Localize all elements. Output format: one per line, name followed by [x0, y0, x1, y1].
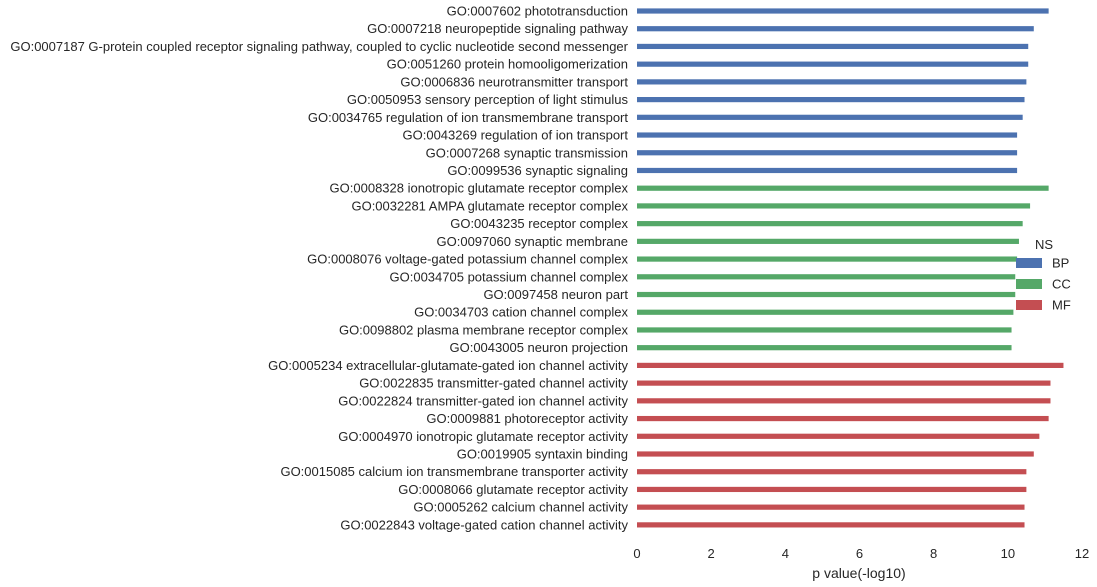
legend-label-bp: BP [1052, 256, 1069, 271]
category-label: GO:0051260 protein homooligomerization [387, 57, 628, 72]
legend: NS BP CC MF [1016, 237, 1071, 313]
category-label: GO:0097458 neuron part [483, 287, 628, 302]
bar-go-0022835 [637, 380, 1051, 386]
category-label: GO:0022824 transmitter-gated ion channel… [338, 393, 628, 408]
category-label: GO:0043269 regulation of ion transport [403, 128, 629, 143]
bar-go-0099536 [637, 167, 1018, 174]
category-label: GO:0005262 calcium channel activity [413, 500, 628, 515]
category-label: GO:0097060 synaptic membrane [437, 234, 629, 249]
category-label: GO:0007268 synaptic transmission [426, 145, 628, 160]
x-tick-label: 4 [782, 546, 789, 561]
category-label: GO:0022843 voltage-gated cation channel … [340, 517, 628, 532]
bar-go-0097458 [637, 291, 1016, 298]
legend-swatch-mf [1016, 300, 1042, 310]
category-label: GO:0008066 glutamate receptor activity [398, 482, 628, 497]
category-label: GO:0019905 syntaxin binding [457, 447, 628, 462]
legend-swatch-cc [1016, 279, 1042, 289]
bar-go-0007602 [637, 8, 1049, 14]
category-label: GO:0034703 cation channel complex [414, 305, 628, 320]
legend-swatch-bp [1016, 258, 1042, 268]
category-label: GO:0007187 G-protein coupled receptor si… [10, 39, 628, 54]
bar-go-0051260 [637, 61, 1029, 67]
bar-go-0034703 [637, 309, 1014, 315]
bar-go-0019905 [637, 451, 1034, 457]
category-label: GO:0050953 sensory perception of light s… [347, 92, 629, 107]
bar-go-0097060 [637, 238, 1019, 244]
bar-go-0008076 [637, 256, 1018, 262]
category-label: GO:0007602 phototransduction [447, 4, 628, 19]
x-tick-label: 0 [633, 546, 640, 561]
category-label: GO:0034705 potassium channel complex [390, 269, 629, 284]
category-label: GO:0099536 synaptic signaling [447, 163, 628, 178]
bar-go-0050953 [637, 97, 1025, 103]
bar-go-0009881 [637, 415, 1049, 422]
category-label: GO:0015085 calcium ion transmembrane tra… [280, 464, 628, 479]
category-label: GO:0043005 neuron projection [449, 340, 628, 355]
x-tick-label: 10 [1001, 546, 1015, 561]
x-tick-label: 8 [930, 546, 937, 561]
bar-go-0032281 [637, 203, 1031, 209]
x-axis-title: p value(-log10) [812, 565, 905, 581]
bar-go-0043005 [637, 345, 1012, 351]
legend-title: NS [1035, 237, 1053, 252]
bar-go-0004970 [637, 433, 1040, 439]
category-label: GO:0098802 plasma membrane receptor comp… [339, 322, 629, 337]
bar-go-0043235 [637, 221, 1023, 227]
category-label: GO:0034765 regulation of ion transmembra… [308, 110, 629, 125]
bar-go-0005262 [637, 504, 1025, 510]
category-label: GO:0006836 neurotransmitter transport [400, 74, 628, 89]
bar-go-0005234 [637, 362, 1064, 368]
bar-go-0006836 [637, 79, 1027, 85]
bar-go-0034765 [637, 114, 1023, 120]
category-label: GO:0008328 ionotropic glutamate receptor… [330, 181, 629, 196]
x-tick-label: 12 [1075, 546, 1089, 561]
bar-go-0007268 [637, 150, 1018, 156]
bar-go-0043269 [637, 132, 1018, 138]
bar-go-0008328 [637, 185, 1049, 191]
x-tick-label: 6 [856, 546, 863, 561]
bars-layer [637, 8, 1064, 528]
bar-go-0098802 [637, 327, 1012, 333]
bar-go-0034705 [637, 274, 1016, 280]
category-label: GO:0032281 AMPA glutamate receptor compl… [351, 198, 628, 213]
category-labels: GO:0007602 phototransduction GO:0007218 n… [10, 4, 628, 533]
bar-go-0015085 [637, 469, 1027, 475]
category-label: GO:0004970 ionotropic glutamate receptor… [338, 429, 628, 444]
bar-go-0022824 [637, 398, 1051, 404]
bar-go-0007218 [637, 26, 1034, 32]
bar-go-0008066 [637, 486, 1027, 493]
legend-label-cc: CC [1052, 277, 1071, 292]
category-label: GO:0008076 voltage-gated potassium chann… [307, 252, 628, 267]
x-axis-ticks: 0 2 4 6 8 10 12 [633, 546, 1089, 561]
category-label: GO:0007218 neuropeptide signaling pathwa… [367, 21, 628, 36]
category-label: GO:0009881 photoreceptor activity [426, 411, 628, 426]
bar-go-0022843 [637, 522, 1025, 528]
category-label: GO:0022835 transmitter-gated channel act… [359, 376, 628, 391]
legend-label-mf: MF [1052, 298, 1071, 313]
bar-go-0007187 [637, 43, 1029, 50]
x-tick-label: 2 [708, 546, 715, 561]
category-label: GO:0043235 receptor complex [450, 216, 628, 231]
category-label: GO:0005234 extracellular-glutamate-gated… [268, 358, 628, 373]
